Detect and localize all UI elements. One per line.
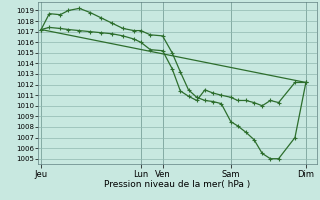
X-axis label: Pression niveau de la mer( hPa ): Pression niveau de la mer( hPa ) — [104, 180, 251, 189]
